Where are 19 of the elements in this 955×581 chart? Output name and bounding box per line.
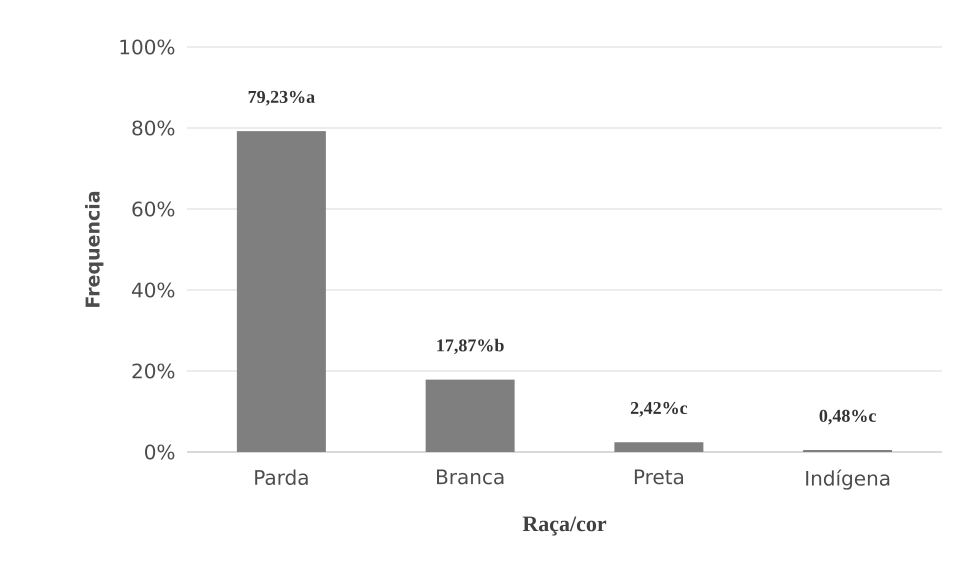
data-label: 2,42%c xyxy=(630,402,688,417)
bar xyxy=(426,380,515,452)
x-tick-label: Preta xyxy=(634,470,684,484)
x-axis-title: Raça/cor xyxy=(522,516,606,536)
x-tick-label: Indígena xyxy=(806,470,890,490)
bar xyxy=(614,442,704,452)
y-tick-label: 80% xyxy=(132,120,174,136)
y-tick-label: 20% xyxy=(132,363,174,379)
y-tick-label: 40% xyxy=(132,282,174,298)
x-tick-label: Parda xyxy=(255,470,308,486)
bar xyxy=(236,131,326,452)
y-tick-label: 0% xyxy=(145,444,174,460)
y-tick-label: 60% xyxy=(132,201,174,217)
y-axis-title: Frequencia xyxy=(85,192,104,307)
y-tick-label: 100% xyxy=(120,39,174,55)
data-label: 0,48%c xyxy=(820,410,876,425)
data-label: 79,23%a xyxy=(248,90,315,106)
x-tick-label: Branca xyxy=(437,470,504,484)
data-label: 17,87%b xyxy=(437,338,504,354)
